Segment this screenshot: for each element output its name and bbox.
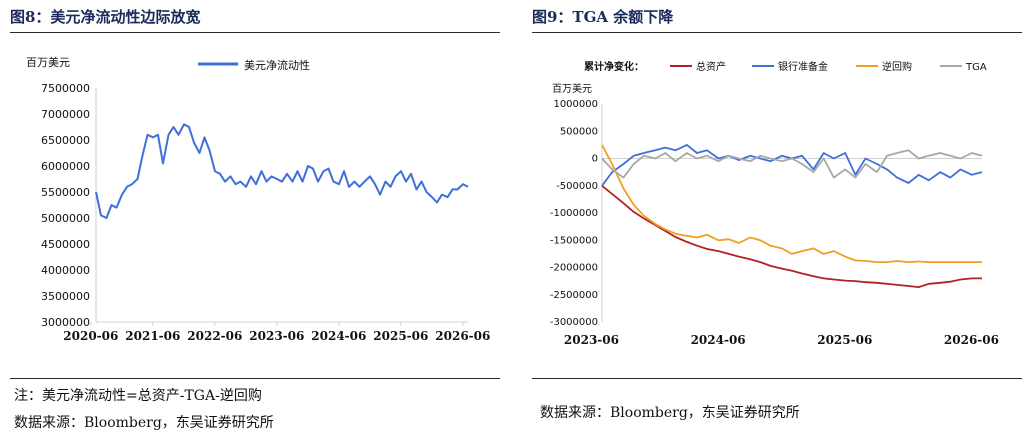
series-line-TGA: [601, 149, 983, 179]
y-tick-label: 4000000: [41, 264, 90, 277]
x-tick-label: 2021-06: [125, 329, 180, 343]
y-tick-label: -1500000: [550, 235, 598, 246]
left-line-chart: 百万美元 3000000 3500000 4000000 4500000 5000000 5…: [26, 56, 490, 343]
y-tick-label: 1000000: [553, 99, 598, 110]
y-tick-label: 7500000: [41, 82, 90, 95]
y-axis-unit-label: 百万美元: [26, 56, 70, 69]
right-panel-title: 图9：TGA 余额下降: [532, 8, 674, 26]
x-tick-label: 2020-06: [63, 329, 118, 343]
x-tick-label: 2026-06: [944, 333, 999, 347]
right-line-chart: 百万美元 -3000000 -2500000 -2000000 -1500000 -100…: [550, 60, 999, 347]
y-tick-label: -2500000: [550, 290, 598, 301]
y-tick-label: 3000000: [41, 316, 90, 329]
x-tick-label: 2024-06: [311, 329, 366, 343]
y-tick-label: 5000000: [41, 212, 90, 225]
series-line-银行准备金: [601, 144, 983, 187]
x-tick-label: 2023-06: [249, 329, 304, 343]
series-line-逆回购: [601, 144, 982, 264]
left-footer-rule: [10, 378, 500, 379]
x-tick-label: 2022-06: [187, 329, 242, 343]
y-tick-label: -1000000: [550, 208, 598, 219]
x-tick-label: 2025-06: [373, 329, 428, 343]
right-footer-rule: [532, 378, 1022, 379]
x-tick-label: 2024-06: [691, 333, 746, 347]
legend-label: 逆回购: [882, 60, 912, 73]
legend-label: 银行准备金: [778, 60, 828, 73]
y-tick-label: 6000000: [41, 160, 90, 173]
y-tick-label: 4500000: [41, 238, 90, 251]
series-line-美元净流动性: [95, 123, 469, 219]
left-panel-title: 图8：美元净流动性边际放宽: [10, 8, 201, 26]
series-line-总资产: [601, 185, 982, 289]
y-tick-label: 6500000: [41, 134, 90, 147]
y-tick-label: -500000: [556, 181, 598, 192]
x-tick-label: 2026-06: [435, 329, 490, 343]
y-tick-label: 3500000: [41, 290, 90, 303]
left-title-rule: [10, 32, 500, 33]
y-tick-label: 7000000: [41, 108, 90, 121]
y-tick-label: -2000000: [550, 263, 598, 274]
legend-title: 累计净变化：: [584, 60, 644, 73]
left-note: 注：美元净流动性=总资产-TGA-逆回购: [14, 388, 262, 404]
y-axis-unit-label: 百万美元: [552, 82, 592, 95]
left-source: 数据来源：Bloomberg，东吴证券研究所: [14, 415, 274, 431]
legend-label: TGA: [965, 62, 987, 73]
y-tick-label: 5500000: [41, 186, 90, 199]
x-tick-label: 2023-06: [564, 333, 619, 347]
legend-label: 总资产: [696, 60, 726, 73]
y-tick-label: 500000: [560, 126, 598, 137]
legend-label: 美元净流动性: [244, 58, 310, 72]
x-tick-label: 2025-06: [817, 333, 872, 347]
right-source: 数据来源：Bloomberg，东吴证券研究所: [540, 405, 800, 421]
y-tick-label: -3000000: [550, 317, 598, 328]
y-tick-label: 0: [592, 154, 598, 165]
right-title-rule: [532, 32, 1022, 33]
